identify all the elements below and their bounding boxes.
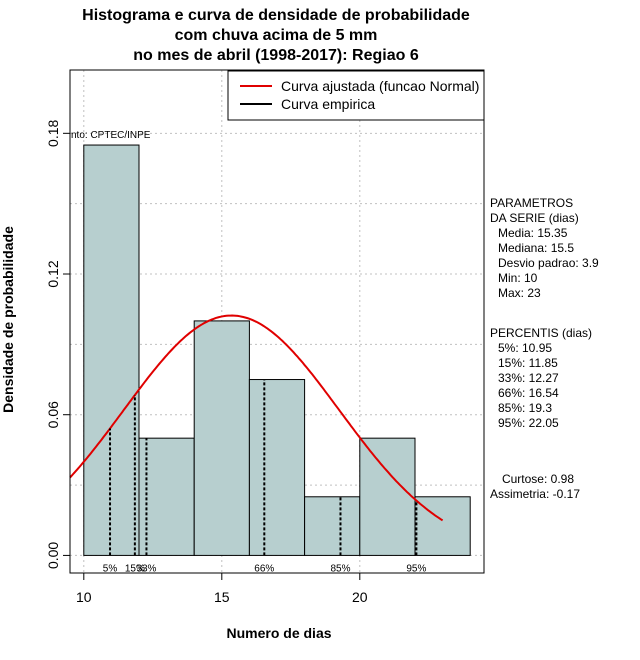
percentil-3: 66%: 16.54: [498, 386, 559, 400]
assimetria: Assimetria: -0.17: [490, 487, 580, 501]
param-4: Max: 23: [498, 286, 541, 300]
source-annotation: nto: CPTEC/INPE: [71, 130, 151, 141]
percentil-5: 95%: 22.05: [498, 416, 559, 430]
param-1: Mediana: 15.5: [498, 241, 574, 255]
legend-label-empirical: Curva empirica: [281, 96, 375, 112]
normal-curve: [69, 314, 444, 522]
legend: Curva ajustada (funcao Normal) Curva empi…: [227, 70, 485, 121]
legend-label-normal: Curva ajustada (funcao Normal): [281, 78, 479, 94]
params-title-0: PARAMETROS: [490, 196, 573, 210]
y-tick-label-3: 0.18: [45, 119, 61, 146]
param-3: Min: 10: [498, 271, 538, 285]
chart-title: Histograma e curva de densidade de proba…: [82, 7, 470, 64]
title-line-2: com chuva acima de 5 mm: [175, 27, 378, 44]
histogram-bar-2: [138, 437, 195, 556]
histogram-bars: nto: CPTEC/INPE: [71, 130, 471, 556]
percentile-label-33%: 33%: [136, 563, 156, 574]
plot-frame: [69, 69, 485, 574]
y-tick-label-2: 0.12: [45, 260, 61, 287]
percentile-label-66%: 66%: [254, 563, 274, 574]
percentile-label-15%: 15%: [125, 563, 145, 574]
param-2: Desvio padrao: 3.9: [498, 256, 599, 270]
histogram-bar-5: [304, 496, 361, 556]
title-line-1: Histograma e curva de densidade de proba…: [82, 7, 470, 24]
histogram-bar-3: [193, 320, 250, 556]
percentile-lines: 5% 15%33% 66% 85% 95%: [103, 379, 426, 574]
axes: 10 15 20 0.00 0.06 0.12 0.18 Numero de dias Dens…: [0, 69, 485, 641]
percentis-title: PERCENTIS (dias): [490, 326, 592, 340]
legend-box: [227, 70, 485, 121]
percentile-label-95%: 95%: [406, 563, 426, 574]
density-curves: [69, 314, 444, 522]
x-axis-label: Numero de dias: [226, 625, 331, 641]
histogram-bar-6: [359, 437, 416, 556]
y-axis-label: Densidade de probabilidade: [0, 226, 16, 413]
param-0: Media: 15.35: [498, 226, 568, 240]
percentile-label-85%: 85%: [330, 563, 350, 574]
percentile-label-5%: 5%: [103, 563, 118, 574]
percentil-1: 15%: 11.85: [498, 356, 558, 370]
x-tick-label-20: 20: [352, 589, 368, 605]
percentil-2: 33%: 12.27: [498, 371, 559, 385]
percentil-0: 5%: 10.95: [498, 341, 552, 355]
percentil-4: 85%: 19.3: [498, 401, 552, 415]
params-title-1: DA SERIE (dias): [490, 211, 579, 225]
title-line-3: no mes de abril (1998-2017): Regiao 6: [133, 47, 419, 64]
curtose: Curtose: 0.98: [502, 472, 574, 486]
y-tick-label-1: 0.06: [45, 401, 61, 428]
histogram-bar-1: [83, 144, 140, 556]
x-tick-label-10: 10: [76, 589, 92, 605]
x-tick-label-15: 15: [214, 589, 230, 605]
y-tick-label-0: 0.00: [45, 542, 61, 569]
histogram-bar-4: [248, 379, 306, 556]
